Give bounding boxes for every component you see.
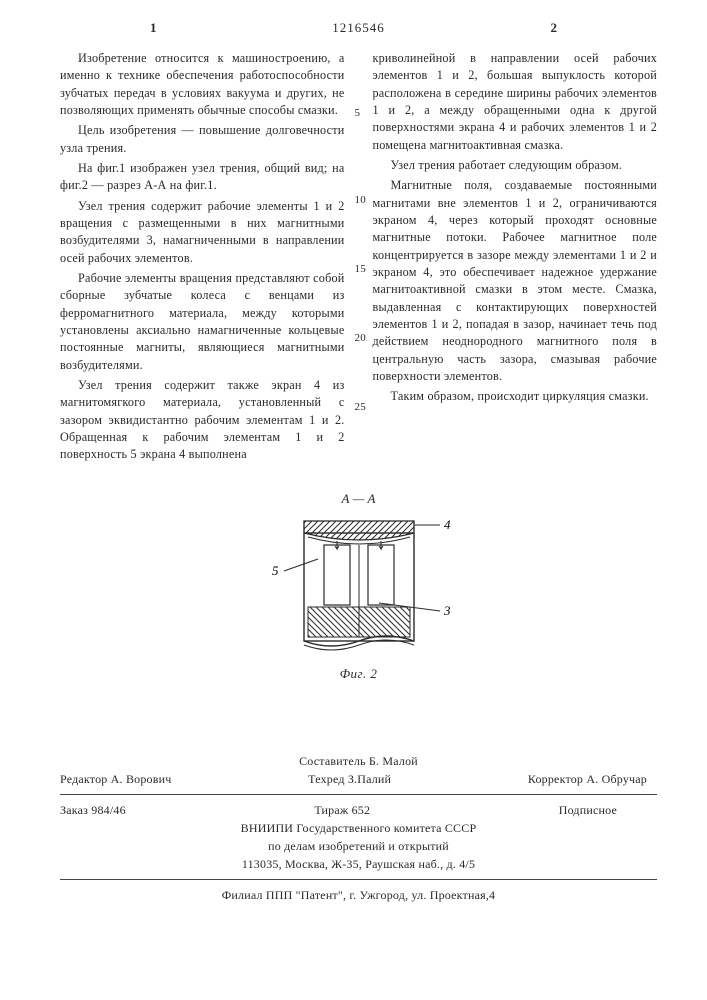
patent-number: 1216546	[332, 20, 385, 36]
callout-4: 4	[444, 517, 451, 532]
callout-3: 3	[443, 603, 451, 618]
techred: Техред З.Палий	[308, 770, 391, 788]
address: 113035, Москва, Ж-35, Раушская наб., д. …	[60, 855, 657, 873]
page-header: 1 1216546 2	[60, 20, 657, 44]
para: Узел трения содержит рабочие элементы 1 …	[60, 198, 345, 267]
para: Изобретение относится к машиностроению, …	[60, 50, 345, 119]
line-num: 25	[355, 400, 366, 416]
text-columns: Изобретение относится к машиностроению, …	[60, 50, 657, 467]
corrector: Корректор А. Обручар	[528, 770, 647, 788]
diagram-svg: 4 5 3	[244, 511, 474, 666]
para: Таким образом, происходит циркуляция сма…	[373, 388, 658, 405]
para: криволинейной в направлении осей рабочих…	[373, 50, 658, 154]
line-num: 5	[355, 106, 361, 122]
order-num: Заказ 984/46	[60, 801, 126, 819]
col-num-left: 1	[150, 20, 157, 36]
para: Магнитные поля, создаваемые постоянными …	[373, 177, 658, 385]
section-label: А — А	[60, 491, 657, 507]
left-column: Изобретение относится к машиностроению, …	[60, 50, 345, 467]
branch: Филиал ППП "Патент", г. Ужгород, ул. Про…	[60, 886, 657, 904]
para: Узел трения содержит также экран 4 из ма…	[60, 377, 345, 464]
line-num: 15	[355, 262, 366, 278]
para: Цель изобретения — повышение долговечнос…	[60, 122, 345, 157]
line-num: 10	[355, 193, 366, 209]
figure-2: А — А	[60, 491, 657, 682]
composer: Составитель Б. Малой	[60, 752, 657, 770]
col-num-right: 2	[551, 20, 558, 36]
org-line1: ВНИИПИ Государственного комитета СССР	[60, 819, 657, 837]
para: Узел трения работает следующим образом.	[373, 157, 658, 174]
org-line2: по делам изобретений и открытий	[60, 837, 657, 855]
right-column: 5 10 15 20 25 криволинейной в направлени…	[373, 50, 658, 467]
editor: Редактор А. Ворович	[60, 770, 171, 788]
line-num: 20	[355, 331, 366, 347]
para: Рабочие элементы вращения представляют с…	[60, 270, 345, 374]
figure-caption: Фиг. 2	[60, 666, 657, 682]
para: На фиг.1 изображен узел трения, общий ви…	[60, 160, 345, 195]
callout-5: 5	[272, 563, 279, 578]
tirazh: Тираж 652	[314, 801, 370, 819]
sign: Подписное	[559, 801, 617, 819]
footer-block: Составитель Б. Малой Редактор А. Ворович…	[60, 752, 657, 904]
